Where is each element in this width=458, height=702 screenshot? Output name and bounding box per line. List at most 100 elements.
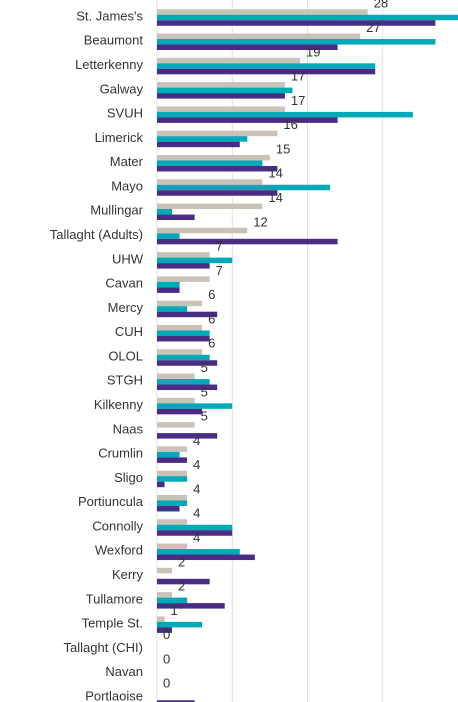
data-label: 2	[178, 554, 185, 569]
category-label: Navan	[105, 664, 143, 679]
bar	[157, 306, 188, 312]
category-label: Sligo	[114, 470, 143, 485]
bar	[157, 603, 225, 609]
category-label: Kerry	[112, 567, 144, 582]
data-label: 17	[291, 69, 305, 84]
data-label: 6	[208, 336, 215, 351]
bar	[157, 130, 278, 137]
bar	[157, 209, 173, 215]
bar	[157, 252, 210, 258]
data-label: 4	[193, 433, 200, 448]
bar	[157, 214, 195, 221]
data-label: 0	[163, 651, 170, 666]
category-label: Tullamore	[86, 591, 143, 606]
bar	[157, 63, 376, 69]
bar	[157, 422, 195, 428]
bar	[157, 324, 203, 331]
bar	[157, 481, 165, 488]
bar	[157, 519, 188, 525]
data-label: 0	[163, 676, 170, 691]
bar	[157, 397, 195, 404]
category-label: Portlaoise	[85, 688, 143, 702]
bar	[157, 592, 173, 598]
bar	[157, 578, 210, 585]
data-label: 0	[163, 627, 170, 642]
bar	[157, 457, 188, 463]
bar	[157, 33, 361, 40]
bar	[157, 360, 218, 366]
bar	[157, 335, 210, 342]
data-label: 14	[268, 190, 282, 205]
data-label: 6	[208, 311, 215, 326]
bar	[157, 354, 210, 361]
bar	[157, 87, 293, 94]
data-label: 12	[253, 214, 267, 229]
category-label: OLOL	[108, 348, 143, 363]
category-label: Mayo	[111, 178, 143, 193]
bar	[157, 117, 338, 123]
bar	[157, 505, 180, 512]
bar	[157, 451, 180, 458]
bar	[157, 82, 285, 88]
bar	[157, 257, 233, 264]
category-label: Letterkenny	[75, 57, 143, 72]
bar	[157, 44, 338, 51]
bar	[157, 330, 210, 336]
bar	[157, 57, 300, 64]
bar	[157, 263, 210, 269]
bar	[157, 281, 180, 288]
category-label: Naas	[113, 421, 144, 436]
data-label: 5	[201, 384, 208, 399]
bar	[157, 276, 210, 282]
bar	[157, 379, 210, 385]
bar	[157, 554, 255, 561]
data-label: 6	[208, 287, 215, 302]
bar	[157, 627, 173, 633]
data-label: 7	[216, 239, 223, 254]
category-label: STGH	[107, 373, 143, 388]
category-label: Tallaght (Adults)	[50, 227, 143, 242]
category-label: Wexford	[95, 543, 143, 558]
category-label: Limerick	[95, 130, 144, 145]
bar	[157, 160, 263, 166]
data-label: 27	[366, 20, 380, 35]
bar	[157, 233, 180, 239]
bar	[157, 311, 218, 318]
bar	[157, 524, 233, 531]
bar	[157, 597, 188, 604]
bar	[157, 470, 188, 477]
bar	[157, 373, 195, 380]
bar	[157, 408, 203, 415]
data-label: 16	[283, 117, 297, 132]
category-label: Mercy	[108, 300, 144, 315]
bar	[157, 227, 248, 234]
category-label: SVUH	[107, 106, 143, 121]
bar	[157, 14, 458, 21]
bar	[157, 476, 188, 482]
bar	[157, 349, 203, 355]
data-label: 4	[193, 530, 200, 545]
data-label: 7	[216, 263, 223, 278]
category-label: Connolly	[92, 518, 143, 533]
bar	[157, 106, 285, 112]
category-label: CUH	[115, 324, 143, 339]
bar	[157, 136, 248, 142]
bar	[157, 300, 203, 307]
data-label: 17	[291, 93, 305, 108]
bar	[157, 616, 165, 622]
category-label: Beaumont	[84, 33, 144, 48]
data-label: 4	[193, 481, 200, 496]
bar	[157, 20, 436, 26]
bar	[157, 141, 240, 148]
data-label: 14	[268, 166, 282, 181]
category-label: Kilkenny	[94, 397, 144, 412]
category-label: Temple St.	[82, 616, 143, 631]
data-label: 28	[374, 0, 388, 11]
bar	[157, 203, 263, 210]
bar	[157, 93, 285, 99]
category-label: Mater	[110, 154, 144, 169]
category-label: Portiuncula	[78, 494, 144, 509]
bar	[157, 184, 331, 191]
data-label: 4	[193, 506, 200, 521]
